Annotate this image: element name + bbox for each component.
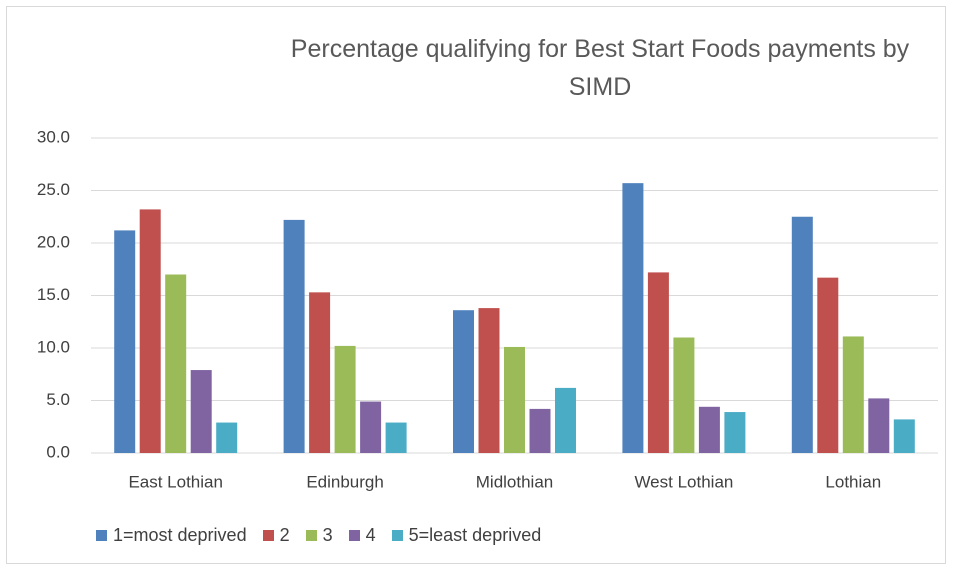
bar [114, 230, 136, 453]
bar [647, 272, 669, 453]
x-tick-label: West Lothian [634, 472, 733, 491]
legend-item: 1=most deprived [96, 525, 247, 546]
x-tick-label: Lothian [825, 472, 881, 491]
y-tick-label: 0.0 [46, 442, 70, 461]
bar [817, 277, 839, 453]
bar [622, 183, 644, 453]
x-tick-label: Edinburgh [306, 472, 384, 491]
y-tick-label: 15.0 [37, 285, 70, 304]
bar [165, 274, 187, 453]
legend-swatch [391, 530, 403, 541]
bar [529, 408, 551, 453]
bar [360, 401, 382, 453]
legend-item: 3 [305, 525, 333, 546]
legend-label: 1=most deprived [113, 525, 247, 545]
legend-item: 2 [262, 525, 290, 546]
bar [791, 216, 813, 453]
bar [190, 370, 212, 453]
bar [893, 419, 915, 453]
legend: 1=most deprived 2 3 4 5=least deprived [96, 525, 541, 546]
legend-swatch [96, 530, 107, 541]
y-tick-label: 20.0 [37, 232, 70, 251]
bar [334, 345, 356, 453]
y-tick-label: 10.0 [37, 337, 70, 356]
bar [555, 387, 576, 453]
bar [216, 422, 238, 453]
legend-swatch [305, 530, 317, 541]
y-tick-label: 5.0 [46, 390, 70, 409]
bar [139, 209, 161, 453]
bar [478, 308, 500, 453]
chart-frame [6, 6, 946, 564]
bar [724, 412, 746, 453]
legend-item: 5=least deprived [391, 525, 542, 546]
legend-label: 4 [365, 525, 376, 545]
legend-label: 5=least deprived [408, 525, 542, 545]
bar [698, 406, 720, 453]
legend-swatch [348, 530, 360, 541]
y-tick-label: 25.0 [37, 180, 70, 199]
x-tick-label: East Lothian [128, 472, 223, 491]
y-tick-label: 30.0 [37, 127, 70, 146]
bar [673, 337, 695, 453]
bar [385, 422, 407, 453]
bar [504, 346, 525, 453]
legend-label: 3 [322, 525, 333, 545]
legend-swatch [262, 530, 274, 541]
bar [283, 219, 305, 453]
bar [868, 398, 890, 453]
bar [453, 310, 474, 453]
bar [309, 292, 331, 453]
x-tick-label: Midlothian [476, 472, 554, 491]
bar [842, 336, 864, 453]
legend-label: 2 [279, 525, 290, 545]
chart-title: Percentage qualifying for Best Start Foo… [290, 35, 910, 101]
legend-item: 4 [348, 525, 376, 546]
